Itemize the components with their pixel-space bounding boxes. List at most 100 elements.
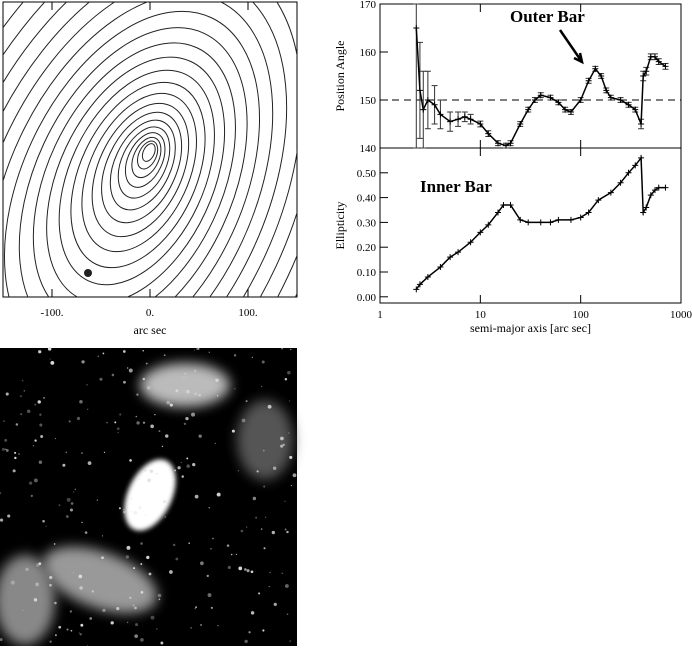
speckle (156, 472, 158, 475)
y-tick-label: 0.30 (357, 217, 377, 229)
speckle (188, 542, 190, 544)
speckle (272, 466, 277, 470)
speckle (68, 420, 71, 423)
speckle (162, 499, 167, 504)
speckle (14, 456, 17, 460)
speckle (245, 400, 248, 403)
speckle (263, 485, 266, 488)
speckle (180, 461, 182, 464)
speckle (186, 389, 190, 394)
speckle (198, 393, 201, 397)
profile-line (415, 27, 666, 147)
x-tick-label: 0. (146, 307, 155, 319)
contour-line (109, 119, 176, 211)
speckle (255, 516, 258, 519)
speckle (186, 457, 189, 460)
speckle (81, 521, 83, 524)
speckle (131, 511, 133, 513)
speckle (282, 443, 285, 446)
profile-line (415, 155, 666, 290)
contour-line (81, 92, 197, 253)
speckle (86, 384, 88, 386)
y-tick-label: 0.10 (357, 267, 377, 279)
speckle (250, 570, 254, 574)
speckle (250, 611, 255, 615)
speckle (161, 445, 164, 448)
speckle (260, 385, 263, 388)
speckle (165, 434, 169, 438)
speckle (79, 399, 83, 404)
speckle (195, 606, 197, 608)
x-tick-label: 100 (572, 309, 589, 321)
speckle (285, 584, 289, 588)
speckle (273, 602, 277, 607)
speckle (49, 640, 52, 643)
speckle (101, 556, 104, 560)
speckle (126, 621, 129, 624)
contour-line (141, 143, 156, 162)
speckle (150, 424, 154, 429)
speckle (72, 572, 74, 574)
speckle (212, 537, 214, 540)
speckle (177, 466, 181, 470)
speckle (127, 367, 129, 369)
speckle (74, 488, 76, 490)
speckle (140, 563, 143, 565)
speckle (58, 504, 61, 507)
speckle (70, 502, 74, 505)
speckle (185, 416, 189, 421)
speckle (158, 598, 161, 601)
speckle (34, 439, 37, 442)
y-tick-label: 150 (360, 95, 377, 107)
y-tick-label: 0.20 (357, 242, 377, 254)
speckle (73, 491, 75, 493)
speckle (281, 572, 283, 574)
speckle (21, 379, 24, 382)
point (413, 286, 420, 293)
speckle (214, 442, 216, 444)
speckle (131, 498, 133, 500)
x-axis-label: semi-major axis [arc sec] (470, 321, 591, 335)
speckle (33, 598, 38, 602)
speckle (288, 432, 290, 434)
arm-glow (0, 555, 55, 645)
speckle (147, 478, 151, 483)
speckle (198, 434, 202, 438)
speckle (200, 561, 204, 566)
speckle (102, 352, 105, 355)
speckle (87, 461, 92, 465)
speckle (53, 543, 56, 545)
speckle (173, 478, 175, 481)
speckle (45, 525, 47, 527)
spacer (470, 20, 580, 62)
speckle (142, 377, 146, 381)
contour-line (18, 27, 248, 297)
speckle (190, 627, 192, 629)
speckle (263, 547, 266, 550)
speckle (217, 625, 219, 627)
speckle (34, 403, 37, 406)
speckle (65, 515, 69, 518)
speckle (23, 390, 25, 392)
speckle (97, 355, 99, 357)
speckle (0, 491, 2, 495)
speckle (106, 421, 108, 424)
speckle (248, 631, 251, 634)
speckle (169, 570, 173, 574)
speckle (148, 572, 152, 576)
speckle (286, 613, 289, 616)
speckle (192, 463, 196, 467)
contour-line (3, 10, 261, 297)
speckle (267, 404, 272, 409)
speckle (261, 360, 265, 364)
speckle (289, 455, 293, 460)
speckle (244, 568, 247, 571)
speckle (20, 395, 22, 397)
speckle (258, 592, 261, 595)
x-tick-label: -100. (41, 307, 64, 319)
speckle (134, 634, 138, 639)
contour-panel (2, 1, 298, 298)
contour-line (117, 126, 171, 199)
speckle (49, 575, 53, 580)
speckle (230, 553, 233, 556)
